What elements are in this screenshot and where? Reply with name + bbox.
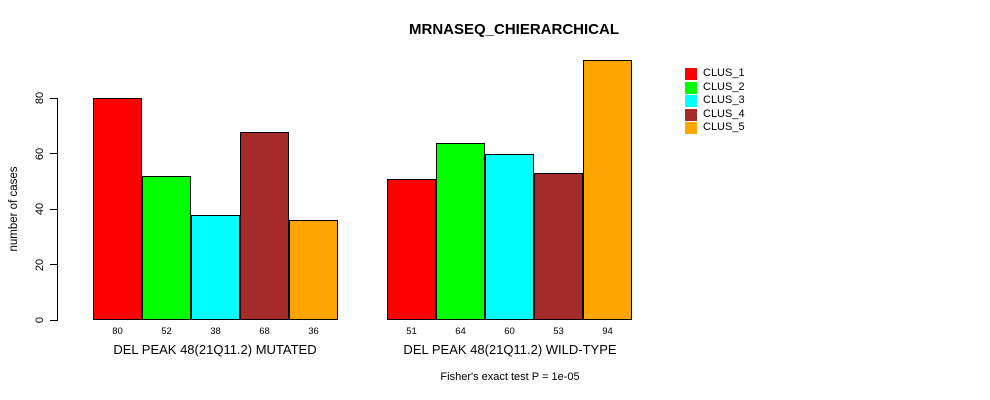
- bar-clus_5-group1: [583, 60, 632, 320]
- bar-value-label: 60: [504, 326, 515, 337]
- bar-clus_4-group0: [240, 132, 289, 320]
- bar-clus_3-group1: [485, 154, 534, 320]
- y-tick-label: 0: [34, 316, 46, 324]
- y-axis-label: number of cases: [8, 166, 20, 252]
- bar-value-label: 80: [112, 326, 123, 337]
- bar-value-label: 51: [406, 326, 417, 337]
- bar-clus_3-group0: [191, 215, 240, 320]
- y-tick-label: 80: [34, 92, 46, 105]
- bar-clus_2-group1: [436, 143, 485, 320]
- bar-value-label: 38: [210, 326, 221, 337]
- bar-value-label: 94: [602, 326, 613, 337]
- y-tick-mark: [50, 319, 57, 321]
- legend-swatch-clus_5: [685, 122, 697, 134]
- legend-swatch-clus_4: [685, 108, 697, 121]
- legend-label-clus_5: CLUS_5: [703, 121, 745, 133]
- legend-label-clus_1: CLUS_1: [703, 67, 745, 79]
- bar-value-label: 64: [455, 326, 466, 337]
- legend-label-clus_4: CLUS_4: [703, 107, 745, 120]
- bar-value-label: 36: [308, 326, 319, 337]
- bar-value-label: 53: [553, 326, 564, 337]
- bar-clus_4-group1: [534, 173, 583, 320]
- bar-value-label: 52: [161, 326, 172, 337]
- bar-clus_5-group0: [289, 220, 338, 320]
- bar-clus_1-group1: [387, 179, 436, 320]
- y-tick-mark: [50, 97, 57, 99]
- fisher-test-annotation: Fisher's exact test P = 1e-05: [440, 371, 580, 383]
- bar-value-label: 68: [259, 326, 270, 337]
- legend-swatch-clus_1: [685, 68, 697, 80]
- bar-clus_2-group0: [142, 176, 191, 320]
- x-group-label-wild-type: DEL PEAK 48(21Q11.2) WILD-TYPE: [403, 342, 617, 357]
- legend-label-clus_2: CLUS_2: [703, 80, 745, 93]
- x-group-label-mutated: DEL PEAK 48(21Q11.2) MUTATED: [113, 342, 317, 357]
- y-tick-mark: [50, 264, 57, 266]
- legend-swatch-clus_2: [685, 81, 697, 94]
- y-tick-mark: [50, 153, 57, 155]
- legend-swatch-clus_3: [685, 95, 697, 107]
- y-tick-label: 20: [34, 258, 46, 271]
- y-tick-label: 60: [34, 147, 46, 160]
- y-tick-mark: [50, 208, 57, 210]
- bar-clus_1-group0: [93, 98, 142, 320]
- chart-title: MRNASEQ_CHIERARCHICAL: [408, 21, 620, 38]
- y-axis-line: [57, 98, 58, 321]
- y-tick-label: 40: [34, 203, 46, 216]
- legend-label-clus_3: CLUS_3: [703, 94, 745, 106]
